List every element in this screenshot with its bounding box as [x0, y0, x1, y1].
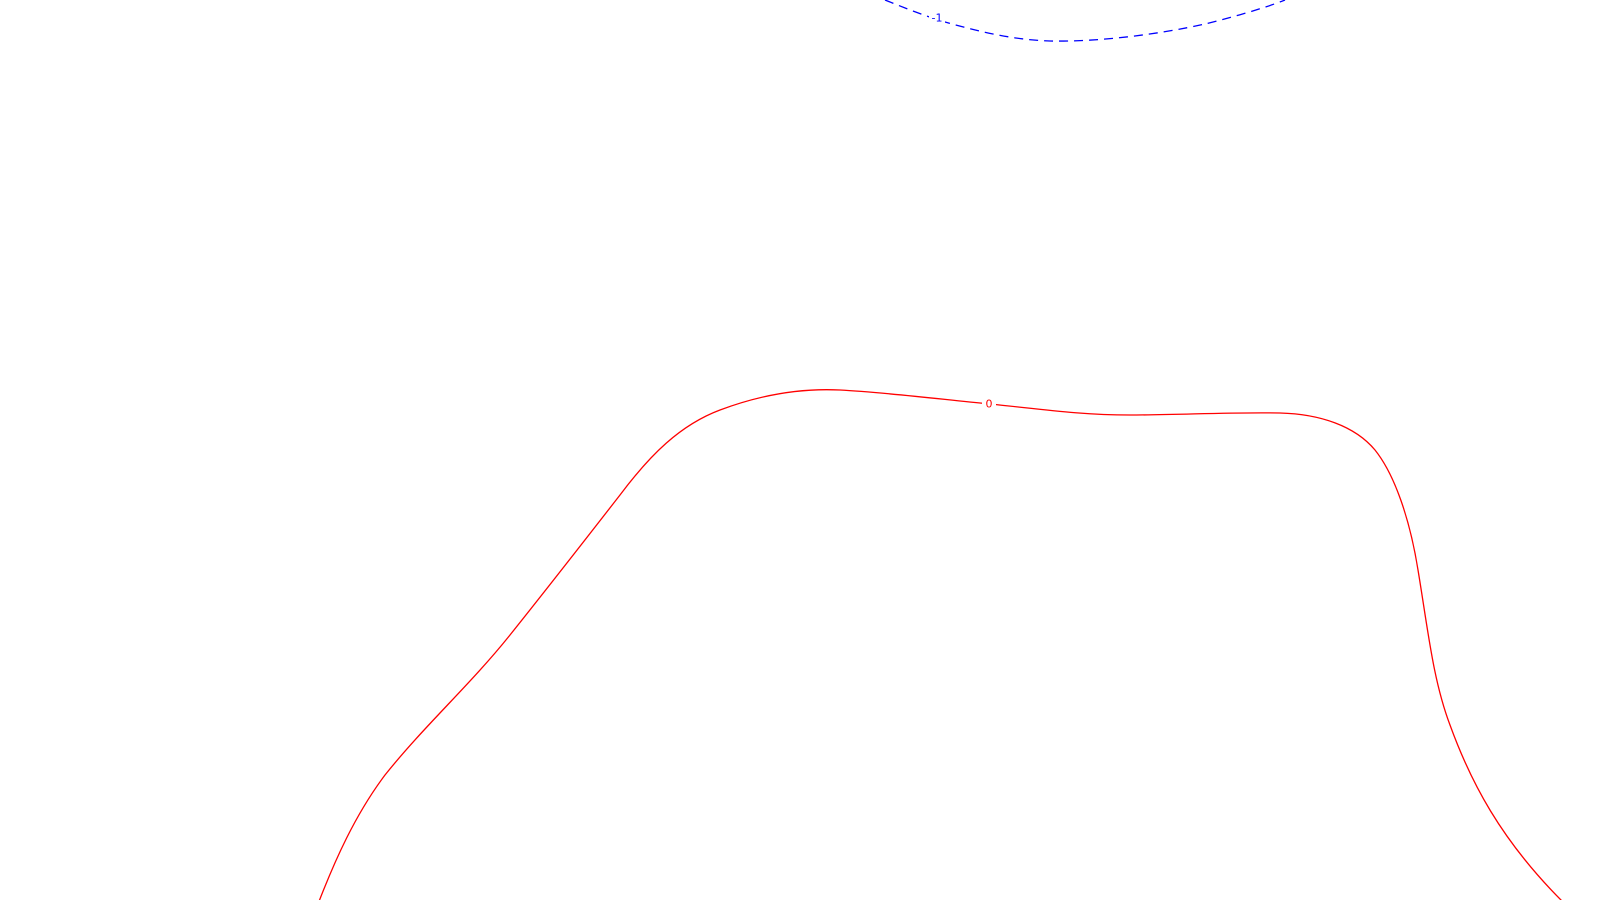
contour-label-background-zero	[982, 397, 996, 411]
contour-label-zero: 0	[986, 398, 993, 411]
contour-label-negative-one: -1	[932, 12, 943, 25]
contour-line-negative-one	[884, 0, 1286, 42]
contour-label-background-negative-one	[929, 11, 945, 25]
